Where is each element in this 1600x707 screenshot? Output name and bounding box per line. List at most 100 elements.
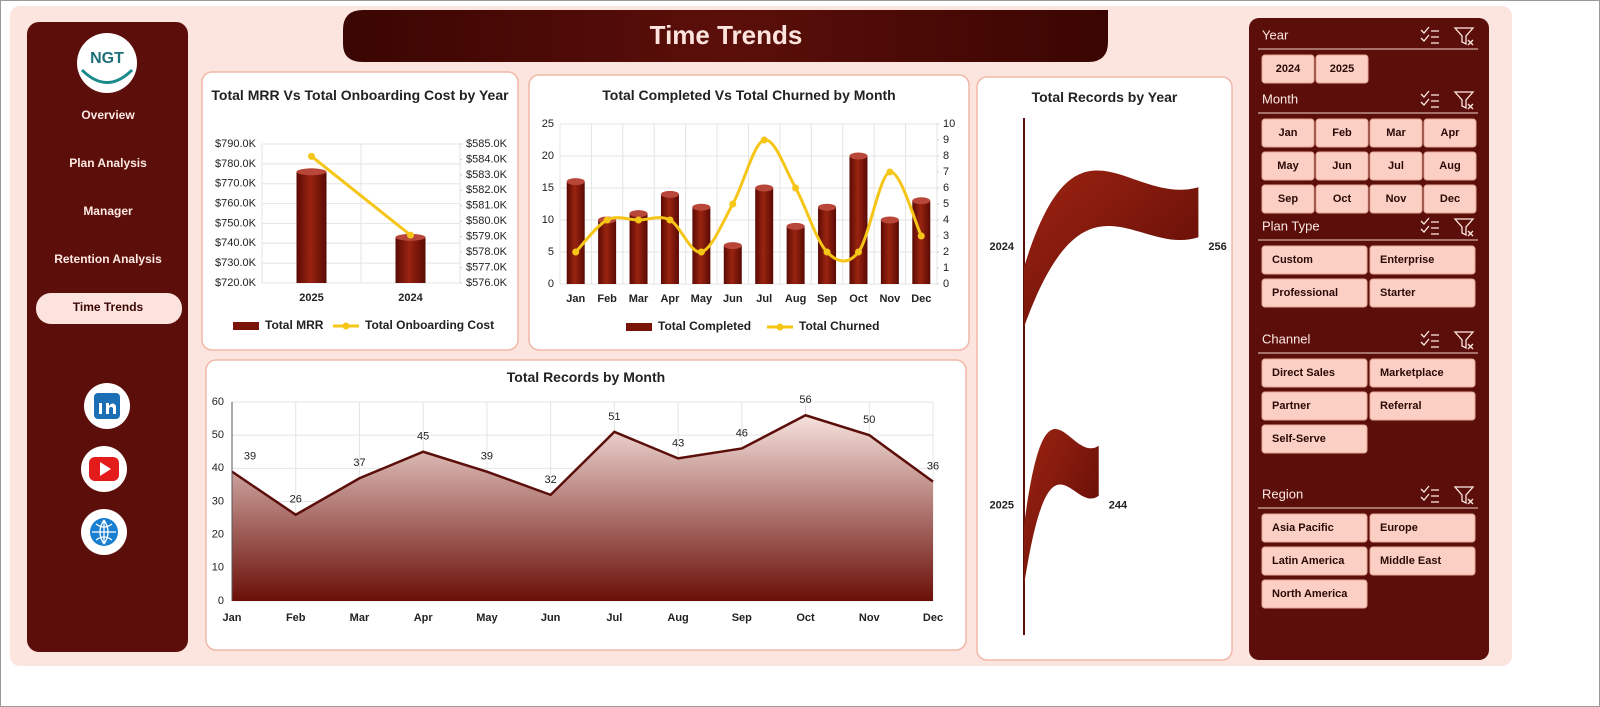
slicer-button[interactable]	[1261, 54, 1315, 84]
slicer-item[interactable]: Jan	[1279, 127, 1298, 139]
line-marker	[666, 216, 674, 224]
multi-select-icon[interactable]	[1420, 90, 1439, 108]
clear-filter-icon[interactable]	[1453, 91, 1475, 110]
bar	[912, 200, 931, 284]
slicer-item[interactable]: Asia Pacific	[1272, 522, 1334, 534]
slicer-button[interactable]	[1261, 184, 1315, 214]
y2-tick-label: 0	[943, 278, 949, 290]
slicer-item[interactable]: Referral	[1380, 400, 1422, 412]
line-marker	[823, 248, 831, 256]
slicer-item[interactable]: Nov	[1386, 193, 1408, 205]
y-tick-label: 2024	[990, 241, 1015, 253]
clear-filter-icon[interactable]	[1453, 218, 1475, 237]
clear-filter-icon[interactable]	[1453, 486, 1475, 505]
nav-item[interactable]: Manager	[83, 204, 133, 218]
x-tick-label: Mar	[350, 612, 370, 624]
x-tick-label: May	[476, 612, 498, 624]
slicer-button[interactable]	[1261, 151, 1315, 181]
slicer-button[interactable]	[1369, 118, 1423, 148]
nav-item[interactable]: Plan Analysis	[69, 156, 147, 170]
slicer-item[interactable]: Professional	[1272, 287, 1338, 299]
slicer-item[interactable]: May	[1277, 160, 1299, 172]
x-tick-label: Oct	[849, 293, 868, 305]
slicer-button[interactable]	[1261, 278, 1368, 308]
legend-label: Total Onboarding Cost	[365, 318, 494, 332]
slicer-item[interactable]: Partner	[1272, 400, 1311, 412]
data-label: 37	[353, 457, 365, 469]
slicer-button[interactable]	[1369, 184, 1423, 214]
slicer-button[interactable]	[1315, 151, 1369, 181]
slicer-item[interactable]: Mar	[1386, 127, 1406, 139]
data-label: 256	[1208, 241, 1226, 253]
slicer-item[interactable]: Apr	[1441, 127, 1461, 139]
slicer-button[interactable]	[1423, 184, 1477, 214]
slicer-item[interactable]: Feb	[1332, 127, 1352, 139]
slicer-button[interactable]	[1261, 358, 1368, 388]
line-marker	[407, 231, 414, 239]
bar-cap	[849, 152, 868, 160]
slicer-item[interactable]: 2025	[1330, 63, 1354, 75]
clear-filter-icon[interactable]	[1453, 27, 1475, 46]
slicer-item[interactable]: Starter	[1380, 287, 1416, 299]
slicer-item[interactable]: Latin America	[1272, 555, 1345, 567]
slicer-button[interactable]	[1261, 513, 1368, 543]
slicer-button[interactable]	[1423, 151, 1477, 181]
data-label: 51	[608, 411, 620, 423]
bar-cap	[692, 203, 711, 211]
slicer-item[interactable]: Direct Sales	[1272, 367, 1335, 379]
slicer-button[interactable]	[1369, 278, 1476, 308]
bar	[296, 171, 327, 283]
nav-item[interactable]: Overview	[81, 108, 135, 122]
slicer-item[interactable]: Jun	[1332, 160, 1352, 172]
chart-title: Total MRR Vs Total Onboarding Cost by Ye…	[211, 87, 509, 103]
linkedin-glyph	[106, 403, 116, 414]
slicer-item[interactable]: Dec	[1440, 193, 1460, 205]
slicer-item[interactable]: Europe	[1380, 522, 1418, 534]
slicer-button[interactable]	[1261, 424, 1368, 454]
slicer-button[interactable]	[1369, 513, 1476, 543]
slicer-button[interactable]	[1369, 151, 1423, 181]
slicer-item[interactable]: Sep	[1278, 193, 1298, 205]
slicer-button[interactable]	[1261, 391, 1368, 421]
slicer-item[interactable]: Aug	[1439, 160, 1460, 172]
multi-select-icon[interactable]	[1420, 217, 1439, 235]
slicer-button[interactable]	[1261, 245, 1368, 275]
x-tick-label: Jul	[606, 612, 622, 624]
slicer-item[interactable]: Custom	[1272, 254, 1313, 266]
multi-select-icon[interactable]	[1420, 330, 1439, 348]
nav-item[interactable]: Retention Analysis	[54, 252, 162, 266]
bar	[849, 156, 868, 284]
slicer-item[interactable]: North America	[1272, 588, 1348, 600]
linkedin-glyph	[99, 403, 102, 414]
slicer-button[interactable]	[1369, 358, 1476, 388]
slicer-button[interactable]	[1261, 118, 1315, 148]
multi-select-icon[interactable]	[1420, 485, 1439, 503]
clear-filter-icon[interactable]	[1453, 331, 1475, 350]
slicer-item[interactable]: Enterprise	[1380, 254, 1434, 266]
slicer-button[interactable]	[1369, 391, 1476, 421]
data-label: 26	[290, 494, 302, 506]
line-marker	[603, 216, 611, 224]
slicer-button[interactable]	[1315, 54, 1369, 84]
x-tick-label: Apr	[660, 293, 680, 305]
y2-tick-label: 10	[943, 118, 955, 130]
slicer-button[interactable]	[1369, 546, 1476, 576]
slicer-button[interactable]	[1261, 579, 1368, 609]
slicer-item[interactable]: Marketplace	[1380, 367, 1444, 379]
slicer-button[interactable]	[1315, 184, 1369, 214]
y2-tick-label: $580.0K	[466, 215, 508, 227]
slicer-item[interactable]: Jul	[1388, 160, 1404, 172]
bar-cap	[296, 168, 327, 176]
slicer-button[interactable]	[1423, 118, 1477, 148]
slicer-item[interactable]: Middle East	[1380, 555, 1441, 567]
slicer-button[interactable]	[1261, 546, 1368, 576]
multi-select-icon[interactable]	[1420, 26, 1439, 44]
bar	[755, 188, 774, 284]
nav-item[interactable]: Time Trends	[73, 300, 144, 314]
slicer-button[interactable]	[1369, 245, 1476, 275]
slicer-item[interactable]: 2024	[1276, 63, 1301, 75]
slicer-button[interactable]	[1315, 118, 1369, 148]
slicer-item[interactable]: Self-Serve	[1272, 433, 1326, 445]
slicer-item[interactable]: Oct	[1333, 193, 1352, 205]
